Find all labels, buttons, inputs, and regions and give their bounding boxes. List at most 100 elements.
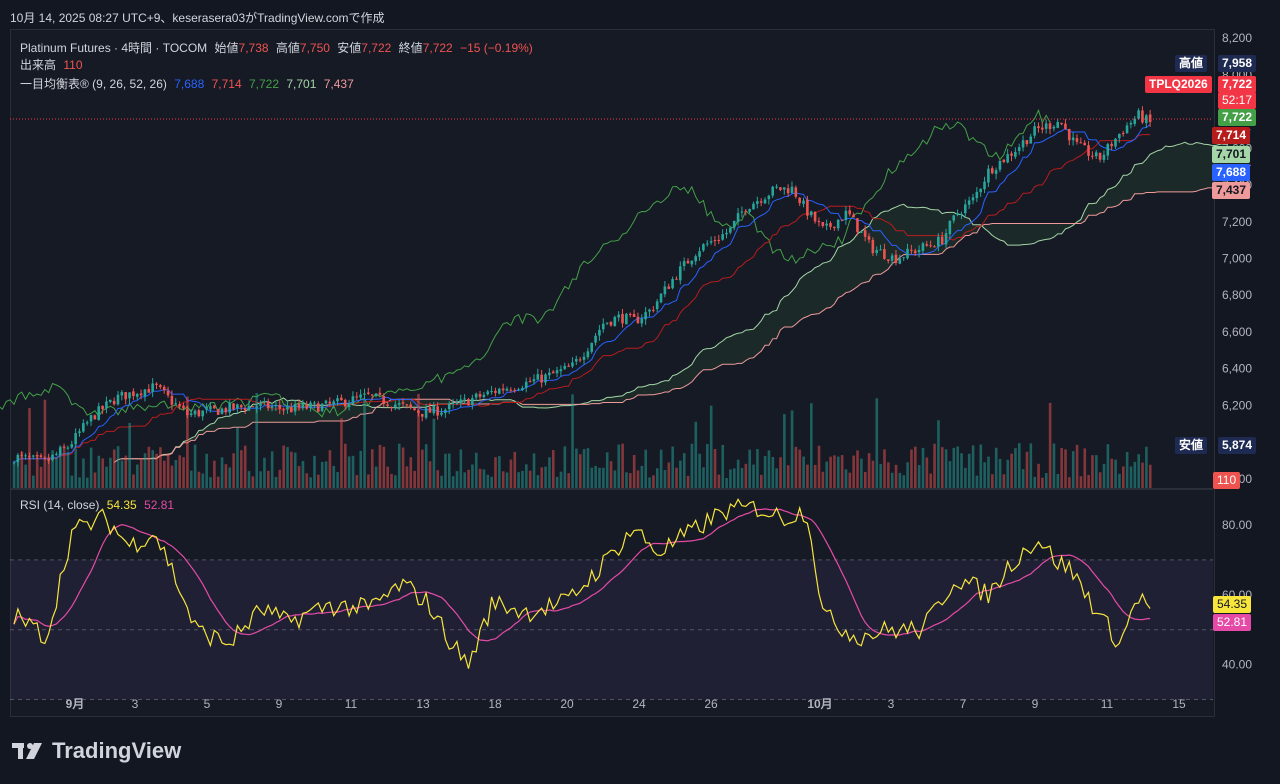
span-a-price-label: 7,701 bbox=[1212, 146, 1251, 163]
candle-body bbox=[1014, 151, 1017, 157]
volume-bar bbox=[1118, 473, 1121, 488]
candle-body bbox=[528, 380, 532, 382]
candle-body bbox=[216, 409, 220, 415]
candle-body bbox=[532, 379, 536, 382]
candle-body bbox=[193, 410, 197, 415]
candle-body bbox=[971, 197, 975, 201]
volume-bar bbox=[521, 470, 524, 488]
volume-bar bbox=[682, 453, 686, 488]
volume-bar bbox=[975, 475, 979, 488]
low-tag: 安値 bbox=[1175, 437, 1208, 454]
candle-body bbox=[1048, 123, 1052, 129]
volume-bar bbox=[609, 461, 613, 488]
candle-body bbox=[420, 413, 424, 417]
volume-bar bbox=[501, 471, 505, 488]
rsi-legend[interactable]: RSI (14, close) 54.35 52.81 bbox=[20, 498, 178, 512]
candle-body bbox=[55, 453, 58, 455]
volume-bar bbox=[293, 452, 297, 488]
volume-bar bbox=[917, 465, 921, 488]
volume-bar bbox=[991, 474, 994, 488]
candle-body bbox=[609, 321, 613, 326]
volume-bar bbox=[806, 464, 809, 488]
rsi-axis-tick: 40.00 bbox=[1222, 658, 1252, 672]
candle-body bbox=[332, 401, 335, 405]
volume-bar bbox=[397, 443, 401, 488]
volume-bar bbox=[906, 462, 909, 488]
candle-body bbox=[1079, 142, 1083, 144]
volume-bar bbox=[70, 475, 74, 488]
symbol-legend[interactable]: Platinum Futures · 4時間 · TOCOM 始値7,738 高… bbox=[20, 39, 537, 56]
volume-bar bbox=[1018, 443, 1021, 488]
high-price-label: 7,958 bbox=[1218, 55, 1257, 72]
candle-body bbox=[440, 412, 443, 415]
volume-bar bbox=[790, 410, 794, 488]
volume-bar bbox=[798, 449, 802, 488]
volume-bar bbox=[178, 455, 182, 488]
ichimoku-legend[interactable]: 一目均衡表® (9, 26, 52, 26) 7,688 7,714 7,722… bbox=[20, 75, 358, 92]
volume-bar bbox=[871, 460, 875, 488]
candle-body bbox=[132, 391, 135, 397]
volume-bar bbox=[467, 469, 470, 488]
volume-bar bbox=[494, 457, 497, 488]
candle-body bbox=[347, 403, 351, 408]
candle-body bbox=[956, 213, 959, 215]
volume-bar bbox=[459, 449, 463, 488]
volume-bar bbox=[825, 461, 829, 488]
chart-frame[interactable] bbox=[10, 29, 1215, 717]
candle-body bbox=[432, 405, 436, 414]
candle-body bbox=[659, 293, 663, 303]
volume-bar bbox=[278, 469, 282, 488]
last-price-label: 7,722 bbox=[1218, 76, 1257, 93]
candle-body bbox=[998, 160, 1002, 170]
volume-bar bbox=[213, 460, 216, 488]
ichimoku-span-b-line bbox=[113, 164, 1251, 463]
volume-bar bbox=[821, 471, 825, 488]
candle-body bbox=[721, 234, 724, 240]
volume-bar bbox=[979, 444, 983, 488]
candle-body bbox=[259, 402, 262, 406]
volume-bar bbox=[725, 477, 728, 488]
candle-body bbox=[189, 413, 193, 416]
candle-body bbox=[694, 256, 697, 262]
candle-body bbox=[948, 220, 952, 235]
candle-body bbox=[1133, 118, 1137, 124]
tradingview-logo[interactable]: TradingView bbox=[12, 738, 181, 764]
candle-body bbox=[159, 385, 162, 388]
candle-body bbox=[809, 211, 813, 216]
volume-bar bbox=[1110, 458, 1114, 488]
volume-bar bbox=[763, 455, 767, 488]
candle-body bbox=[170, 395, 174, 405]
volume-bar bbox=[405, 466, 409, 488]
candle-body bbox=[386, 404, 389, 406]
volume-bar bbox=[513, 451, 517, 488]
volume-bar bbox=[567, 473, 570, 488]
candle-body bbox=[474, 393, 478, 398]
candle-body bbox=[578, 359, 582, 361]
candle-body bbox=[1052, 126, 1056, 129]
candle-body bbox=[902, 257, 905, 259]
volume-bar bbox=[586, 448, 590, 488]
volume-bar bbox=[378, 444, 382, 488]
volume-bar bbox=[602, 467, 605, 488]
volume-bar bbox=[621, 443, 624, 488]
candle-body bbox=[174, 403, 178, 405]
volume-bar bbox=[783, 414, 786, 488]
candle-body bbox=[316, 403, 320, 412]
candle-body bbox=[598, 329, 601, 336]
volume-legend[interactable]: 出来高 110 bbox=[20, 56, 87, 73]
candle-body bbox=[397, 403, 401, 405]
candle-body bbox=[1114, 138, 1117, 147]
price-axis-tick: 8,200 bbox=[1222, 31, 1252, 45]
candle-body bbox=[1025, 140, 1029, 145]
volume-bar bbox=[879, 463, 882, 488]
candle-body bbox=[16, 454, 20, 463]
candle-body bbox=[786, 188, 790, 194]
candle-body bbox=[713, 240, 717, 242]
volume-bar bbox=[363, 400, 366, 488]
candle-body bbox=[1010, 153, 1013, 156]
volume-bar bbox=[786, 465, 790, 488]
tradingview-icon bbox=[12, 743, 42, 759]
volume-bar bbox=[1098, 472, 1102, 488]
volume-bar bbox=[929, 473, 933, 488]
